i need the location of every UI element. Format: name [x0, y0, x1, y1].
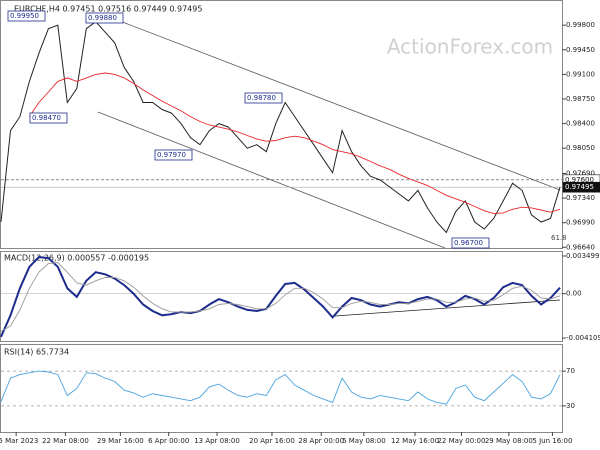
- annotation-box: [244, 92, 283, 104]
- y-tick-label: 70: [566, 367, 575, 375]
- annotation: 0.96700: [454, 239, 483, 247]
- y-tick-label: 0.003499: [566, 252, 599, 260]
- macd-panel: [0, 251, 563, 342]
- level-label: 0.97600: [565, 176, 594, 184]
- y-tick-label: 0.97340: [566, 194, 595, 202]
- x-tick-label: 22 Mar 08:00: [42, 437, 89, 445]
- x-tick-label: 6 Apr 00:00: [148, 437, 189, 445]
- annotation: 0.99950: [10, 12, 39, 20]
- level-label: 0.97495: [565, 183, 594, 191]
- x-tick-label: 22 May 00:00: [437, 437, 485, 445]
- x-tick-label: 5 May 08:00: [342, 437, 386, 445]
- x-tick-label: 12 May 16:00: [391, 437, 439, 445]
- y-tick-label: 0.96640: [566, 243, 595, 251]
- y-tick-label: -0.004109: [566, 334, 600, 342]
- series-line: [0, 256, 561, 338]
- y-tick-label: 0.00: [566, 290, 582, 298]
- x-tick-label: 15 Mar 2023: [0, 437, 38, 445]
- x-tick-label: 20 Apr 16:00: [249, 437, 295, 445]
- channel-upper: [111, 17, 561, 191]
- annotation: 0.98470: [32, 114, 61, 122]
- y-tick-label: 0.96990: [566, 219, 595, 227]
- series-line: [0, 370, 561, 405]
- annotation: 0.99880: [88, 14, 117, 22]
- annotation-box: [154, 149, 193, 161]
- y-tick-label: 0.98050: [566, 144, 595, 152]
- y-tick-label: 0.97690: [566, 169, 595, 177]
- rsi-panel: [0, 344, 563, 433]
- annotation-box: [7, 10, 46, 22]
- annotation-box: [85, 12, 124, 24]
- x-tick-label: 29 Mar 16:00: [97, 437, 144, 445]
- y-tick-label: 0.98750: [566, 95, 595, 103]
- series-line: [0, 262, 561, 332]
- macd-title: MACD(12,26,9) 0.000557 -0.000195: [4, 254, 149, 263]
- annotation: 0.97970: [157, 151, 186, 159]
- macd-trendline: [334, 299, 561, 317]
- x-tick-label: 29 May 08:00: [485, 437, 533, 445]
- annotation: 0.98780: [247, 94, 276, 102]
- y-tick-label: 0.99100: [566, 70, 595, 78]
- y-tick-label: 0.98400: [566, 120, 595, 128]
- annotation: 61.8: [551, 234, 567, 242]
- x-tick-label: 5 Jun 16:00: [532, 437, 572, 445]
- y-tick-label: 30: [566, 402, 575, 410]
- y-tick-label: 0.99800: [566, 21, 595, 29]
- level-box: [562, 181, 600, 193]
- x-tick-label: 28 Apr 00:00: [298, 437, 344, 445]
- watermark: ActionForex.com: [387, 35, 553, 59]
- y-tick-label: 0.99450: [566, 46, 595, 54]
- price-title: EURCHF,H4 0.97451 0.97516 0.97449 0.9749…: [14, 5, 202, 14]
- annotation-box: [29, 112, 68, 124]
- annotation-box: [451, 237, 490, 249]
- price-panel: [0, 0, 563, 249]
- series-line: [29, 72, 561, 215]
- rsi-title: RSI(14) 65.7734: [4, 348, 69, 357]
- x-tick-label: 13 Apr 08:00: [194, 437, 240, 445]
